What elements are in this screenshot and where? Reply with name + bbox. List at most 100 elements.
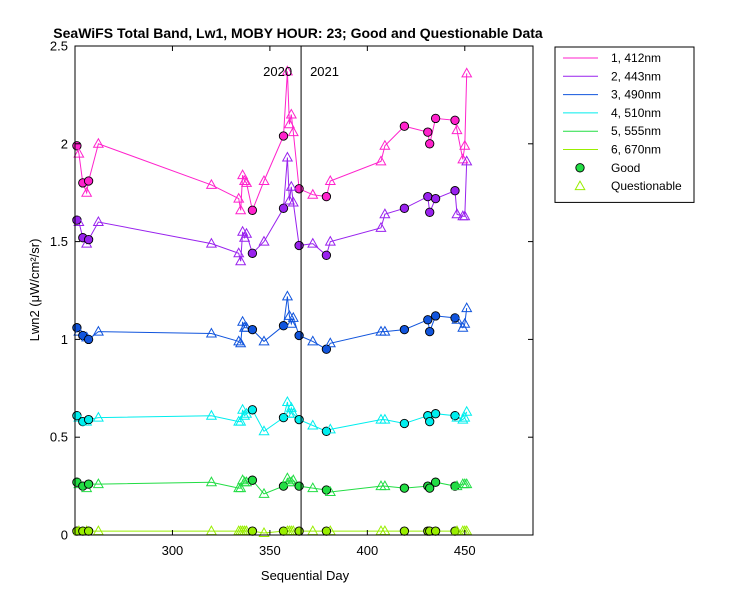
questionable-point (379, 139, 391, 150)
good-point (425, 139, 435, 149)
questionable-point (285, 317, 297, 328)
good-point (278, 131, 289, 141)
questionable-point (451, 313, 463, 324)
questionable-point (81, 186, 93, 197)
legend-label: 2, 443nm (611, 69, 661, 83)
good-point (430, 477, 441, 487)
good-point (247, 248, 258, 258)
questionable-point (281, 65, 294, 76)
questionable-point (379, 480, 391, 491)
good-point (423, 315, 433, 325)
y-tick-label: 0 (61, 528, 68, 543)
y-tick-label: 0.5 (50, 430, 68, 445)
good-point (294, 184, 304, 194)
chart-title: SeaWiFS Total Band, Lw1, MOBY HOUR: 23; … (53, 25, 543, 41)
questionable-point (451, 411, 463, 422)
questionable-point (235, 337, 247, 348)
legend-label: 6, 670nm (611, 143, 661, 157)
y-tick-label: 1.5 (50, 234, 68, 249)
x-tick-label: 350 (259, 543, 281, 558)
legend-box (554, 46, 695, 203)
questionable-point (281, 395, 294, 406)
y-tick-label: 2.5 (50, 39, 68, 54)
questionable-point (92, 478, 104, 489)
good-point (399, 483, 410, 493)
questionable-point (379, 413, 391, 424)
good-point (425, 483, 435, 493)
questionable-point (233, 247, 245, 258)
questionable-point (240, 176, 253, 187)
good-point (430, 409, 441, 419)
questionable-point (287, 407, 299, 418)
questionable-point (461, 478, 473, 489)
questionable-point (92, 325, 104, 336)
questionable-point (461, 155, 473, 166)
good-point (399, 418, 410, 429)
questionable-point (281, 151, 294, 162)
questionable-point (238, 409, 251, 420)
good-point (423, 127, 433, 137)
questionable-point (73, 215, 85, 226)
questionable-point (92, 215, 104, 226)
good-point (83, 479, 94, 489)
legend-label: 3, 490nm (611, 88, 661, 102)
questionable-point (258, 487, 270, 498)
questionable-point (240, 227, 253, 238)
questionable-point (258, 174, 270, 185)
good-point (83, 414, 94, 425)
questionable-point (459, 411, 471, 422)
questionable-point (307, 419, 319, 430)
questionable-point (307, 237, 319, 248)
series-line-1 (76, 71, 468, 213)
good-point (247, 324, 258, 335)
questionable-point (205, 476, 218, 487)
questionable-point (324, 337, 336, 348)
legend-label: 1, 412nm (611, 51, 661, 65)
good-point (321, 250, 332, 260)
questionable-point (285, 180, 297, 191)
questionable-point (283, 118, 295, 129)
questionable-point (92, 411, 104, 422)
questionable-point (205, 237, 218, 248)
good-point (430, 311, 441, 321)
questionable-point (287, 126, 299, 137)
good-point (83, 176, 94, 186)
good-point (430, 526, 441, 536)
questionable-point (287, 311, 299, 322)
questionable-point (258, 335, 270, 346)
questionable-point (287, 196, 299, 207)
good-point (450, 115, 460, 125)
questionable-point (205, 409, 218, 420)
questionable-point (324, 485, 336, 496)
questionable-point (307, 335, 319, 346)
questionable-point (451, 208, 463, 219)
questionable-point (258, 425, 270, 436)
good-point (399, 121, 410, 131)
good-point (450, 186, 460, 196)
good-point (321, 191, 332, 202)
questionable-point (461, 302, 473, 313)
questionable-point (375, 155, 387, 166)
good-point (430, 113, 441, 124)
plot-background (75, 46, 533, 535)
questionable-point (240, 407, 253, 418)
good-point (425, 416, 435, 427)
questionable-point (375, 221, 387, 232)
good-point (247, 205, 258, 215)
good-point (278, 203, 289, 213)
legend-label: Questionable (611, 179, 682, 193)
legend: 1, 412nm 2, 443nm 3, 490nm 4, 510nm 5, 555nm… (554, 46, 695, 203)
legend-good-marker (575, 163, 585, 173)
good-point (278, 321, 289, 331)
good-point (423, 191, 433, 202)
questionable-point (457, 413, 469, 424)
good-point (72, 141, 82, 151)
y-tick-label: 2 (61, 136, 68, 151)
questionable-point (205, 327, 218, 338)
good-point (425, 326, 435, 337)
questionable-point (459, 210, 471, 221)
questionable-point (73, 147, 85, 158)
good-point (321, 485, 332, 495)
good-point (247, 526, 258, 536)
questionable-point (285, 476, 297, 487)
